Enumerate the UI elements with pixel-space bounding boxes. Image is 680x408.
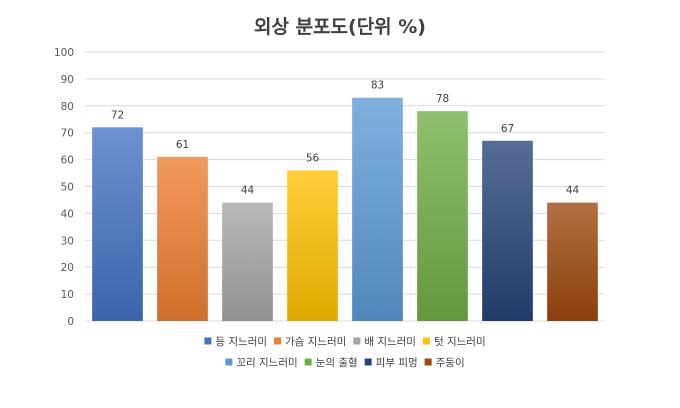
- y-tick-label: 90: [61, 74, 74, 86]
- data-label: 72: [111, 109, 124, 121]
- legend-item: 주둥이: [424, 357, 465, 369]
- y-axis: 0 10 20 30 40 50 60 70 80 90 100: [54, 47, 74, 328]
- bar: [157, 156, 208, 321]
- y-tick-label: 10: [61, 289, 74, 301]
- legend-label: 가슴 지느러미: [285, 336, 346, 348]
- bar: [417, 111, 468, 322]
- legend-swatch: [274, 337, 282, 345]
- data-label: 44: [566, 185, 580, 197]
- data-label: 67: [501, 123, 514, 135]
- data-label: 56: [306, 152, 320, 164]
- y-tick-label: 70: [61, 128, 74, 140]
- chart-title: 외상 분포도(단위 %): [254, 16, 426, 38]
- y-tick-label: 60: [61, 155, 74, 167]
- bar: [92, 127, 143, 321]
- bar: [287, 170, 338, 321]
- legend-item: 피부 피멍: [364, 357, 418, 369]
- y-tick-label: 80: [61, 101, 74, 113]
- legend-swatch: [304, 358, 312, 366]
- data-label: 44: [241, 185, 255, 197]
- legend-label: 눈의 출혈: [316, 356, 358, 369]
- legend-label: 등 지느러미: [215, 336, 267, 348]
- legend-item: 꼬리 지느러미: [225, 357, 298, 369]
- legend-label: 텃 지느러미: [434, 336, 486, 348]
- legend-swatch: [204, 337, 212, 345]
- bars: [92, 97, 598, 322]
- bar: [352, 97, 403, 321]
- legend-item: 눈의 출혈: [304, 356, 358, 369]
- y-tick-label: 50: [61, 182, 74, 194]
- data-label: 83: [371, 80, 384, 92]
- legend-label: 피부 피멍: [376, 357, 418, 369]
- legend-item: 등 지느러미: [204, 336, 267, 348]
- legend-label: 주둥이: [436, 357, 465, 369]
- data-label: 78: [436, 93, 449, 105]
- bar: [482, 140, 533, 321]
- legend-swatch: [424, 358, 432, 366]
- data-labels: 72 61 44 56 83 78 67 44: [111, 80, 580, 197]
- y-tick-label: 30: [61, 235, 74, 247]
- y-tick-label: 40: [61, 208, 74, 220]
- legend-item: 배 지느러미: [353, 336, 416, 348]
- y-tick-label: 100: [54, 47, 74, 59]
- data-label: 61: [176, 139, 189, 151]
- legend-item: 가슴 지느러미: [274, 336, 346, 348]
- legend-swatch: [364, 358, 372, 366]
- legend-label: 배 지느러미: [364, 336, 416, 348]
- legend-swatch: [225, 358, 233, 366]
- legend-label: 꼬리 지느러미: [236, 357, 297, 369]
- bar: [222, 202, 273, 321]
- legend-swatch: [422, 337, 430, 345]
- y-tick-label: 0: [67, 316, 74, 328]
- bar: [547, 202, 598, 321]
- y-tick-label: 20: [61, 262, 74, 274]
- legend-item: 텃 지느러미: [422, 336, 486, 348]
- legend-swatch: [353, 337, 361, 345]
